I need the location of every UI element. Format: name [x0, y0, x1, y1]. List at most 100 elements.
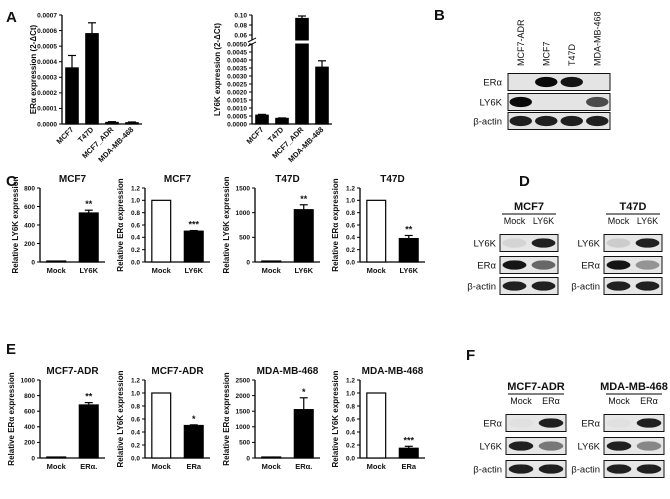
- western-blot-d: MCF7 Mock LY6K LY6K ERα β-actin T47D Mock LY6K LY…: [467, 201, 663, 295]
- y-tick-label: 0.0015: [227, 97, 247, 104]
- y-tick-label: 0.10: [234, 12, 247, 19]
- chart-title: MDA-MB-468: [257, 366, 319, 377]
- blot-lane-label: LY6K: [637, 216, 658, 226]
- blot-lane-label: ERα: [542, 396, 560, 406]
- y-tick-label: 1.2: [131, 377, 140, 384]
- y-tick-label: 0.2: [131, 247, 140, 254]
- y-tick-label: 1000: [236, 424, 251, 431]
- y-tick-label: 2500: [236, 377, 251, 384]
- y-axis-label: Relative LY6K expression: [222, 176, 231, 273]
- bar: [151, 199, 172, 263]
- blot-band: [535, 115, 558, 127]
- bar: [65, 67, 79, 125]
- y-tick-label: 0.6: [346, 416, 355, 423]
- y-tick-label: 400: [24, 222, 35, 229]
- y-tick-label: 1.0: [131, 198, 140, 205]
- y-tick-label: 0.0050: [227, 41, 247, 48]
- y-tick-label: 0.0010: [227, 105, 247, 112]
- y-tick-label: 0.06: [234, 32, 247, 39]
- blot-lane-label: Mock: [510, 396, 532, 406]
- y-tick-label: 0.8: [346, 403, 355, 410]
- blot-band: [531, 260, 556, 270]
- bar: [293, 409, 314, 459]
- blot-row-label: LY6K: [479, 98, 502, 109]
- y-tick-label: 0.0004: [37, 59, 57, 66]
- blot-lane-label: MCF7-ADR: [516, 19, 526, 66]
- bar: [293, 209, 314, 263]
- bar: [398, 447, 419, 459]
- blot-lane-label: ERα: [640, 396, 658, 406]
- significance-stars: **: [405, 224, 413, 234]
- chart-e1: 0 200 400 600 800 1000 MCF7-ADR Relative ERα ex…: [7, 366, 105, 471]
- bar: [46, 456, 67, 459]
- blot-band: [508, 464, 534, 474]
- bar: [295, 17, 309, 125]
- blot-band: [606, 260, 631, 270]
- chart-title: MCF7-ADR: [46, 366, 99, 377]
- blot-group-title: MCF7-ADR: [507, 381, 564, 393]
- blot-band: [502, 238, 527, 248]
- significance-stars: ***: [188, 220, 199, 230]
- y-axis-label: Relative LY6K expression: [11, 176, 20, 273]
- blot-band: [586, 96, 609, 108]
- y-tick-label: 0.6: [131, 222, 140, 229]
- y-tick-label: 1.0: [346, 390, 355, 397]
- bar: [105, 121, 119, 125]
- y-tick-label: 0.0006: [37, 28, 57, 35]
- y-tick-label: 0.0003: [37, 75, 57, 82]
- y-axis-label: Relative ERα expression: [222, 372, 231, 466]
- bar: [366, 392, 387, 459]
- y-tick-label: 0.0035: [227, 65, 247, 72]
- y-tick-label: 0.0040: [227, 57, 247, 64]
- blot-row-label: LY6K: [473, 239, 496, 250]
- blot-band: [509, 115, 532, 127]
- bar-break-gap: [294, 40, 310, 44]
- blots-layer: MCF7-ADR MCF7 T47D MDA-MB-468 ERα LY6K β-actin…: [467, 11, 668, 478]
- y-tick-label: 0.0000: [37, 121, 57, 128]
- y-tick-label: 600: [24, 204, 35, 211]
- y-tick-label: 0: [31, 259, 35, 266]
- y-tick-label: 0.2: [346, 442, 355, 449]
- y-tick-label: 0.0045: [227, 49, 247, 56]
- y-tick-label: 0.2: [346, 247, 355, 254]
- bar: [315, 66, 329, 125]
- y-tick-label: 0.0: [346, 455, 355, 462]
- blot-row-label: β-actin: [473, 117, 502, 128]
- y-axis-label: Relative ERα expression: [331, 178, 340, 272]
- significance-stars: ***: [403, 435, 414, 445]
- x-tick-label: Mock: [367, 266, 387, 275]
- axis-break-mark: [247, 37, 257, 43]
- x-tick-label: Mock: [262, 462, 282, 471]
- x-tick-label: LY6K: [80, 266, 99, 275]
- western-blot-f: MCF7-ADR Mock ERα ERα LY6K β-actin MDA-MB-468 M…: [473, 381, 668, 478]
- y-tick-label: 500: [239, 440, 250, 447]
- blot-band: [635, 238, 660, 248]
- blot-band: [606, 464, 632, 474]
- bar: [183, 230, 204, 263]
- y-tick-label: 0.8: [131, 210, 140, 217]
- y-tick-label: 500: [239, 235, 250, 242]
- blot-lane-label: MDA-MB-468: [592, 11, 602, 66]
- significance-stars: **: [300, 194, 308, 204]
- chart-c3: 0 500 1000 1500 T47D Relative LY6K expression…: [222, 174, 320, 275]
- y-tick-label: 1500: [236, 185, 251, 192]
- chart-e2: 0.0 0.2 0.4 0.6 0.8 1.0 1.2 MCF7-ADR Relative LY…: [116, 366, 210, 471]
- panel-label-f: F: [466, 347, 475, 364]
- bar: [366, 199, 387, 263]
- bar: [275, 117, 289, 125]
- blot-band: [606, 238, 631, 248]
- y-axis-label: Relative LY6K expression: [116, 370, 125, 467]
- y-tick-label: 800: [24, 393, 35, 400]
- blot-row-label: β-actin: [467, 282, 496, 293]
- y-tick-label: 1000: [21, 377, 36, 384]
- y-tick-label: 0.0002: [37, 90, 57, 97]
- y-tick-label: 0.8: [131, 403, 140, 410]
- blot-band: [586, 115, 609, 127]
- blot-band: [531, 281, 556, 291]
- blot-row-label: β-actin: [571, 465, 600, 476]
- bar: [151, 392, 172, 459]
- chart-title: T47D: [380, 174, 404, 185]
- blot-lane-label: Mock: [504, 216, 526, 226]
- y-tick-label: 2000: [236, 393, 251, 400]
- bar: [78, 212, 99, 263]
